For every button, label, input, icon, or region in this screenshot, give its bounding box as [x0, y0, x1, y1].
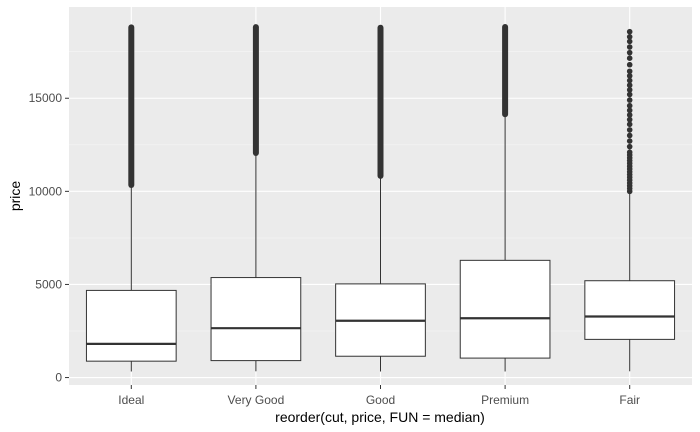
outlier-point — [626, 132, 633, 139]
outlier-point — [626, 102, 633, 109]
box-iqr — [459, 259, 551, 359]
outlier-point — [626, 143, 633, 150]
outlier-point — [626, 61, 633, 68]
x-axis-ticks: Ideal Very Good Good Premium Fair — [118, 385, 640, 407]
outlier-point — [626, 107, 633, 114]
box-iqr — [85, 289, 177, 362]
box-layer — [85, 24, 676, 372]
outlier-point — [626, 68, 633, 75]
outlier-point — [626, 44, 633, 50]
outlier-point — [626, 121, 633, 128]
outlier-point — [626, 127, 633, 133]
y-tick-label: 5000 — [35, 277, 62, 291]
box-fair — [584, 28, 676, 372]
outlier-point — [626, 55, 633, 62]
outlier-point — [626, 28, 633, 35]
outlier-point — [626, 97, 633, 103]
outlier-point — [626, 73, 633, 79]
box-very-good — [210, 24, 302, 372]
outlier-point — [626, 112, 633, 118]
box-good — [335, 24, 426, 372]
outlier-point — [626, 138, 633, 144]
outlier-point — [626, 87, 633, 93]
outlier-point — [626, 77, 633, 84]
x-tick-label: Ideal — [118, 393, 144, 407]
x-tick-label: Very Good — [228, 393, 285, 407]
y-axis-ticks: 0 5000 10000 15000 — [29, 91, 69, 385]
outlier-point — [626, 38, 633, 45]
outlier-point — [626, 49, 633, 56]
x-tick-label: Fair — [619, 393, 640, 407]
y-tick-label: 10000 — [29, 184, 63, 198]
box-iqr — [584, 280, 676, 340]
y-axis-title: price — [7, 181, 23, 212]
x-axis-title: reorder(cut, price, FUN = median) — [275, 409, 485, 425]
outlier-point — [626, 116, 633, 123]
box-premium — [459, 24, 551, 372]
y-tick-label: 15000 — [29, 91, 63, 105]
outlier-point — [626, 82, 633, 89]
outlier-point — [626, 149, 633, 156]
outlier-point — [626, 33, 633, 40]
y-tick-label: 0 — [55, 371, 62, 385]
outlier-point — [626, 91, 633, 98]
x-tick-label: Good — [366, 393, 395, 407]
x-tick-label: Premium — [481, 393, 529, 407]
box-iqr — [210, 277, 302, 362]
box-ideal — [85, 24, 177, 372]
